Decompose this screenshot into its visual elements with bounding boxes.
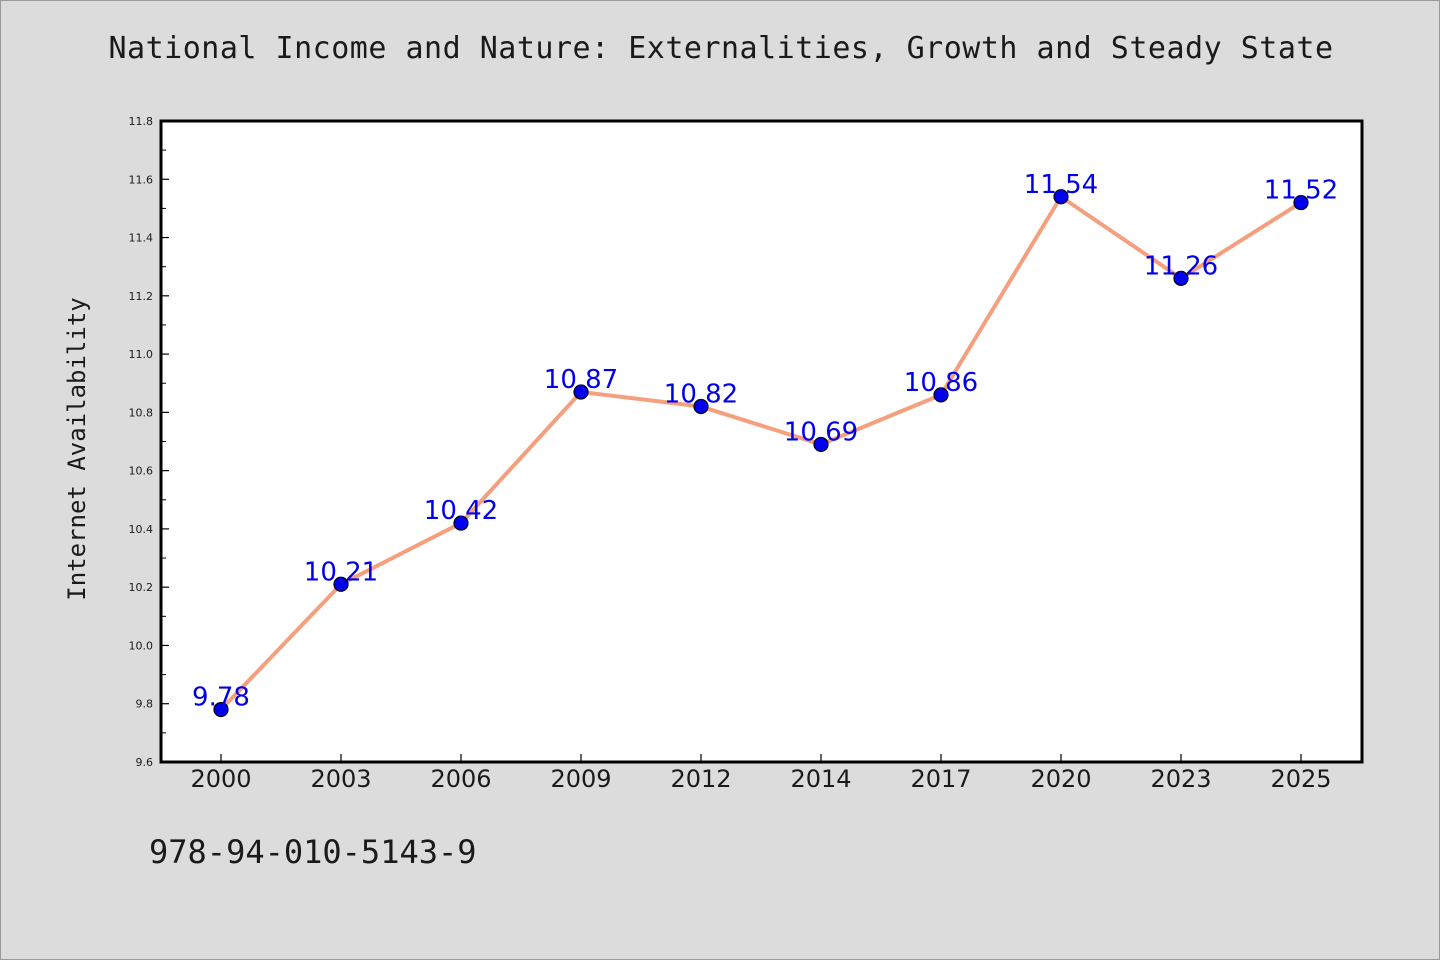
series-line xyxy=(219,194,1303,712)
y-tick-label: 9.6 xyxy=(136,756,154,769)
y-axis-ticks: 9.6 9.8 10.0 10.2 10.4 10.6 10.8 11.0 11.2 11.4 11… xyxy=(129,115,169,769)
y-tick-label: 11.4 xyxy=(129,232,154,245)
y-tick-label: 11.6 xyxy=(129,173,154,186)
data-label: 10.21 xyxy=(304,557,378,587)
data-point xyxy=(933,387,949,403)
y-tick-label: 11.8 xyxy=(129,115,154,128)
x-tick-label: 2020 xyxy=(1030,765,1091,793)
data-point xyxy=(1293,194,1309,211)
x-tick-label: 2025 xyxy=(1270,765,1331,793)
data-label: 10.42 xyxy=(424,496,498,526)
isbn-label: 978-94-010-5143-9 xyxy=(149,833,477,871)
plot-area xyxy=(159,119,1364,764)
x-tick-label: 2017 xyxy=(910,765,971,793)
x-tick-label: 2009 xyxy=(550,765,611,793)
y-axis-label: Internet Availability xyxy=(63,297,91,600)
data-label: 11.52 xyxy=(1264,176,1338,206)
y-tick-label: 10.0 xyxy=(129,639,154,652)
y-tick-label: 9.8 xyxy=(136,698,154,711)
y-tick-label: 10.4 xyxy=(129,523,154,536)
chart-title: National Income and Nature: Externalitie… xyxy=(108,31,1334,66)
y-tick-label: 10.6 xyxy=(129,465,154,478)
data-label: 11.54 xyxy=(1024,170,1098,200)
data-label: 9.78 xyxy=(192,683,250,713)
data-label: 10.86 xyxy=(904,368,978,398)
x-tick-label: 2000 xyxy=(190,765,251,793)
series-layer: 9.78 10.21 10.42 10.87 10.82 10.69 10.86 11.54 1… xyxy=(192,170,1338,718)
data-point xyxy=(453,515,469,531)
data-label: 11.26 xyxy=(1144,251,1218,281)
y-tick-label: 10.8 xyxy=(129,406,154,419)
x-axis-ticks: 2000 2003 2006 2009 2012 2014 2017 2020 2023 2025 xyxy=(190,754,1332,793)
y-tick-label: 11.0 xyxy=(129,348,154,361)
data-point xyxy=(813,436,829,453)
x-tick-label: 2003 xyxy=(310,765,371,793)
data-label: 10.87 xyxy=(544,365,618,395)
data-point xyxy=(1173,270,1189,286)
y-tick-label: 10.2 xyxy=(129,581,154,594)
data-point xyxy=(213,701,229,718)
x-tick-label: 2012 xyxy=(670,765,731,793)
x-tick-label: 2014 xyxy=(790,765,851,793)
x-tick-label: 2023 xyxy=(1150,765,1211,793)
data-point xyxy=(333,576,349,592)
data-point xyxy=(573,384,589,400)
data-point xyxy=(1053,189,1069,205)
data-label: 10.82 xyxy=(664,380,738,410)
data-label: 10.69 xyxy=(784,417,858,447)
x-tick-label: 2006 xyxy=(430,765,491,793)
y-tick-label: 11.2 xyxy=(129,290,154,303)
data-point xyxy=(693,398,709,415)
